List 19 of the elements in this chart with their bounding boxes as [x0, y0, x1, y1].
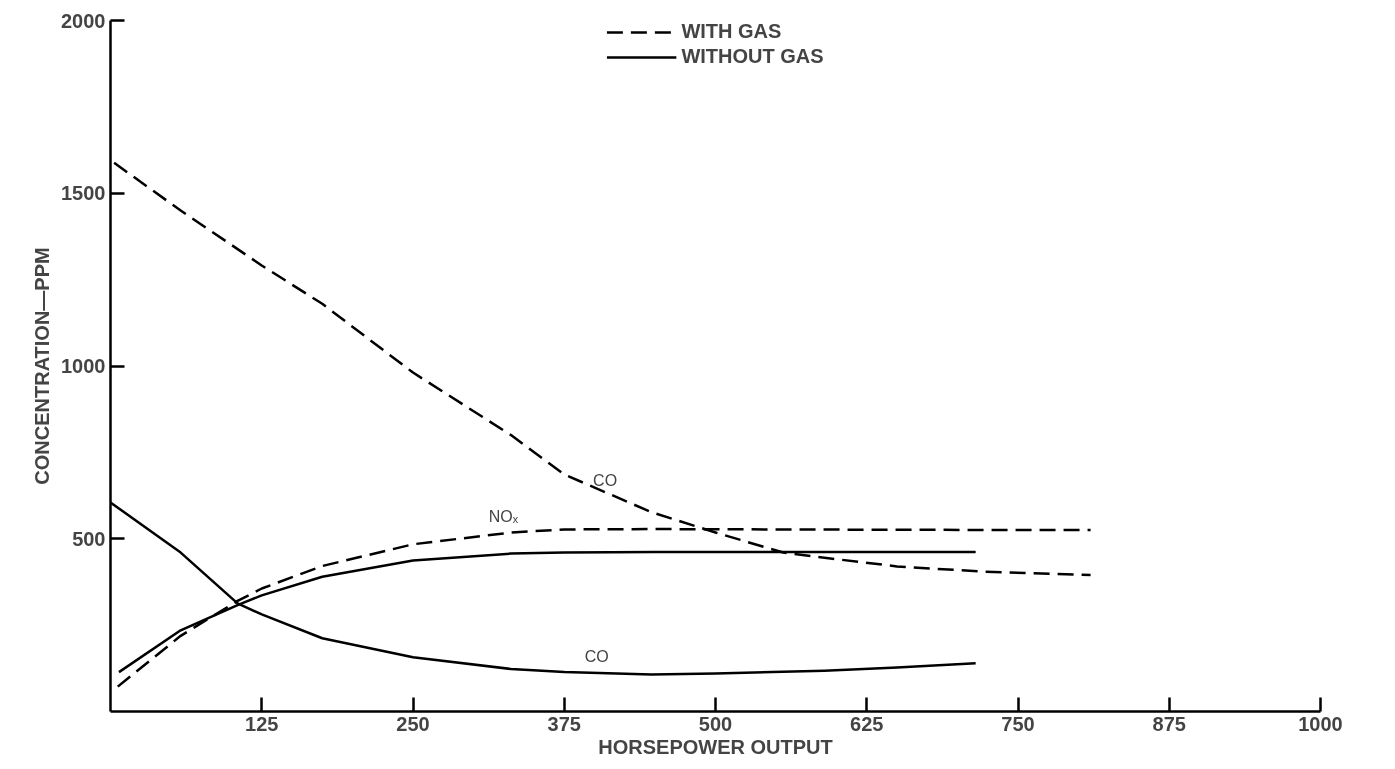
annotation: CO [584, 648, 609, 666]
y-tick-label: 2000 [61, 9, 106, 32]
y-tick-label: 500 [72, 527, 106, 550]
x-tick-label: 750 [1001, 712, 1035, 735]
x-tick-label: 875 [1152, 712, 1186, 735]
annotation: CO [593, 472, 618, 490]
x-tick-label: 250 [396, 712, 430, 735]
y-tick-label: 1000 [61, 355, 106, 377]
x-axis-title: HORSEPOWER OUTPUT [598, 735, 833, 758]
annotation: NOₓ [488, 507, 519, 525]
legend-label: WITH GAS [681, 20, 782, 43]
x-tick-label: 125 [245, 712, 279, 735]
y-tick-label: 1500 [61, 182, 106, 205]
x-tick-label: 500 [698, 712, 733, 735]
legend-label: WITHOUT GAS [681, 45, 824, 68]
x-tick-label: 625 [850, 712, 884, 735]
y-axis-title: CONCENTRATION—PPM [31, 247, 54, 485]
x-tick-label: 1000 [1298, 712, 1343, 735]
x-tick-label: 375 [547, 712, 581, 735]
